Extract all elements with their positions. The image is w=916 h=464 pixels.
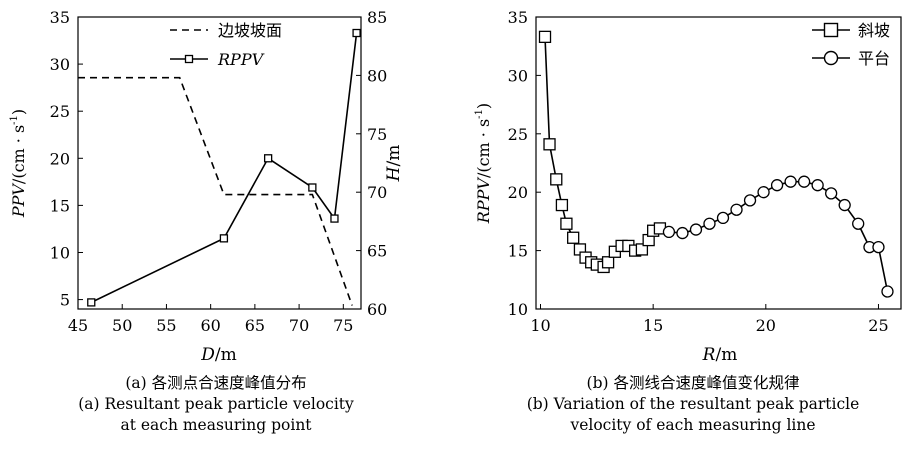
chart-a-plot-frame — [77, 16, 362, 310]
caption-b-en-line2: velocity of each measuring line — [570, 415, 816, 434]
chart-b-y-label: RPPV/(cm · s-1) — [474, 103, 493, 224]
chart-b-plot-frame — [535, 16, 902, 310]
y-tick-label: 15 — [508, 242, 528, 261]
x-tick-label: 25 — [868, 316, 888, 335]
y-left-tick-label: 30 — [50, 55, 70, 74]
legend-label-platform: 平台 — [858, 49, 890, 68]
x-tick-label: 15 — [643, 316, 663, 335]
y-right-tick-label: 75 — [367, 125, 387, 144]
y-tick-label: 25 — [508, 125, 528, 144]
platform-point — [881, 285, 894, 298]
y-left-tick-label: 20 — [50, 149, 70, 168]
chart-a-x-label: D/m — [200, 345, 237, 365]
chart-b-x-label: R/m — [702, 345, 738, 365]
legend-label-slope-surface: 边坡坡面 — [218, 21, 282, 40]
y-tick-label: 10 — [508, 300, 528, 319]
rppv-point — [330, 214, 339, 223]
platform-point — [872, 240, 885, 254]
slope-point — [601, 256, 615, 269]
legend-label-rppv: RPPV — [217, 50, 265, 69]
platform-point — [825, 187, 838, 200]
x-tick-label: 20 — [756, 316, 776, 335]
y-tick-label: 35 — [508, 8, 528, 27]
chart-b-series — [538, 30, 894, 298]
y-left-tick-label: 10 — [50, 243, 70, 262]
slope-point — [555, 198, 569, 212]
chart-b: 10 15 20 25 10 15 20 25 30 35 R/m RPPV/(cm · s-1… — [474, 8, 902, 365]
rppv-curve-line — [544, 36, 889, 292]
platform-point — [730, 203, 743, 216]
x-tick-label: 70 — [289, 316, 309, 335]
x-tick-label: 55 — [156, 316, 176, 335]
y-left-tick-label: 35 — [50, 8, 70, 27]
platform-point — [770, 179, 784, 192]
caption-a-en-line1: (a) Resultant peak particle velocity — [78, 394, 354, 413]
caption-a-en-line2: at each measuring point — [120, 415, 312, 434]
caption-b-en-line1: (b) Variation of the resultant peak part… — [526, 394, 860, 413]
y-right-tick-label: 65 — [367, 242, 387, 261]
platform-point — [716, 211, 730, 225]
platform-point — [662, 225, 676, 239]
platform-point — [811, 179, 824, 192]
x-tick-label: 50 — [112, 316, 132, 335]
chart-b-legend: 斜坡 平台 — [812, 21, 890, 68]
x-tick-label: 75 — [333, 316, 353, 335]
chart-b-x-ticks: 10 15 20 25 — [530, 304, 889, 335]
slope-surface-line — [78, 76, 353, 306]
y-right-tick-label: 60 — [367, 300, 387, 319]
chart-a: 45 50 55 60 65 70 75 5 10 15 20 25 30 35 60 65 70 75 80 8… — [9, 8, 404, 365]
platform-point — [689, 223, 703, 236]
legend-label-slope: 斜坡 — [858, 21, 890, 40]
y-left-tick-label: 25 — [50, 102, 70, 121]
chart-a-series — [78, 28, 361, 307]
platform-point — [676, 226, 689, 240]
platform-point — [797, 175, 811, 188]
x-tick-label: 65 — [245, 316, 265, 335]
chart-a-legend: 边坡坡面 RPPV — [170, 21, 282, 69]
caption-a-cn: (a) 各测点合速度峰值分布 — [125, 374, 307, 392]
rppv-point — [352, 28, 361, 38]
caption-a: (a) 各测点合速度峰值分布 (a) Resultant peak partic… — [6, 373, 426, 436]
slope-point — [635, 243, 649, 256]
platform-point — [757, 186, 770, 199]
x-tick-label: 60 — [200, 316, 220, 335]
caption-b-cn: (b) 各测线合速度峰值变化规律 — [586, 374, 800, 392]
slope-point — [567, 231, 580, 244]
chart-a-y-left-label: PPV/(cm · s-1) — [9, 109, 28, 218]
y-right-tick-label: 70 — [367, 183, 387, 202]
platform-point — [838, 198, 851, 212]
slope-point — [543, 138, 556, 151]
chart-a-y-right-label: H/m — [384, 145, 404, 183]
slope-point — [560, 217, 573, 230]
platform-point — [852, 217, 865, 230]
x-tick-label: 10 — [530, 316, 550, 335]
chart-a-x-ticks: 45 50 55 60 65 70 75 — [68, 304, 353, 335]
slope-point — [538, 30, 552, 44]
y-right-tick-label: 85 — [367, 8, 387, 27]
chart-a-y-right-ticks: 60 65 70 75 80 85 — [356, 8, 387, 319]
legend-platform-circle-marker — [823, 50, 839, 66]
y-tick-label: 20 — [508, 183, 528, 202]
chart-b-y-ticks: 10 15 20 25 30 35 — [508, 8, 541, 319]
legend-square-marker — [184, 54, 194, 64]
rppv-point — [263, 154, 273, 163]
chart-a-y-left-ticks: 5 10 15 20 25 30 35 — [50, 8, 83, 310]
y-right-tick-label: 80 — [367, 66, 387, 85]
y-left-tick-label: 15 — [50, 196, 70, 215]
platform-point — [784, 175, 797, 188]
slope-point — [550, 173, 563, 186]
rppv-point — [219, 234, 229, 243]
rppv-point — [308, 183, 317, 192]
x-tick-label: 45 — [68, 316, 88, 335]
platform-point — [743, 194, 757, 207]
y-tick-label: 30 — [508, 66, 528, 85]
caption-b: (b) 各测线合速度峰值变化规律 (b) Variation of the re… — [470, 373, 916, 436]
legend-slope-square-marker — [823, 22, 839, 38]
y-left-tick-label: 5 — [60, 291, 70, 310]
rppv-point — [87, 298, 96, 307]
rppv-line — [90, 32, 358, 304]
platform-point — [703, 217, 716, 230]
